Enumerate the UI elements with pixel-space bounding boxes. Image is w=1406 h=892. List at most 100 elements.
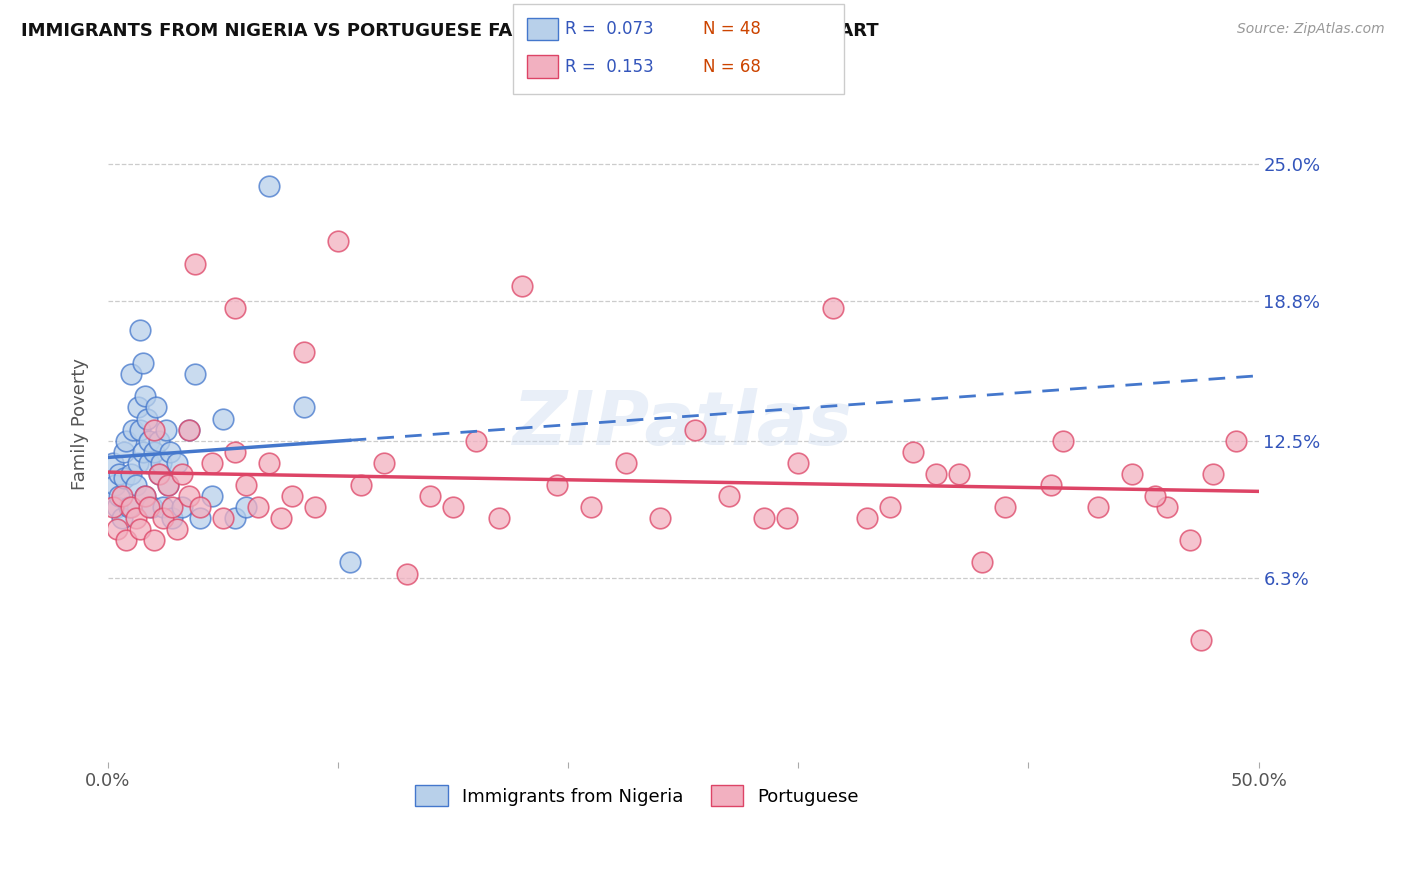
Text: N = 68: N = 68 [703, 58, 761, 76]
Point [120, 500, 142, 515]
Text: ZIPatlas: ZIPatlas [513, 387, 853, 460]
Point [224, 444, 246, 458]
Point [159, 444, 181, 458]
Point [292, 401, 315, 415]
Point [235, 478, 257, 492]
Point [122, 423, 145, 437]
Point [108, 467, 131, 481]
Point [155, 423, 177, 437]
Point [614, 456, 637, 470]
Point [131, 444, 153, 458]
Point [136, 411, 159, 425]
Point [120, 368, 142, 382]
Point [184, 256, 207, 270]
Point [129, 522, 152, 536]
Point [879, 500, 901, 515]
Point [787, 456, 810, 470]
Point [776, 511, 799, 525]
Point [1178, 533, 1201, 548]
Point [131, 356, 153, 370]
Point [184, 368, 207, 382]
Point [994, 500, 1017, 515]
Point [105, 522, 128, 536]
Text: R =  0.073: R = 0.073 [565, 21, 654, 38]
Point [138, 500, 160, 515]
Point [304, 500, 326, 515]
Point [718, 489, 741, 503]
Point [235, 500, 257, 515]
Point [257, 456, 280, 470]
Point [166, 456, 188, 470]
Point [821, 301, 844, 315]
Point [1201, 467, 1223, 481]
Point [441, 500, 464, 515]
Point [339, 556, 361, 570]
Point [650, 511, 672, 525]
Point [162, 500, 184, 515]
Point [200, 489, 222, 503]
Point [257, 179, 280, 194]
Point [903, 444, 925, 458]
Point [143, 423, 166, 437]
Point [105, 500, 128, 515]
Point [188, 500, 211, 515]
Point [148, 467, 170, 481]
Point [419, 489, 441, 503]
Point [683, 423, 706, 437]
Point [124, 478, 146, 492]
Point [101, 500, 124, 515]
Point [752, 511, 775, 525]
Point [177, 423, 200, 437]
Point [465, 434, 488, 448]
Point [396, 566, 419, 581]
Point [166, 522, 188, 536]
Point [373, 456, 395, 470]
Point [1121, 467, 1143, 481]
Point [115, 434, 138, 448]
Point [120, 467, 142, 481]
Point [156, 478, 179, 492]
Point [138, 456, 160, 470]
Point [124, 511, 146, 525]
Point [112, 471, 135, 485]
Point [224, 301, 246, 315]
Point [856, 511, 879, 525]
Point [224, 511, 246, 525]
Point [246, 500, 269, 515]
Y-axis label: Family Poverty: Family Poverty [72, 358, 89, 490]
Point [200, 456, 222, 470]
Point [281, 489, 304, 503]
Point [141, 500, 163, 515]
Point [1040, 478, 1063, 492]
Point [326, 235, 349, 249]
Text: IMMIGRANTS FROM NIGERIA VS PORTUGUESE FAMILY POVERTY CORRELATION CHART: IMMIGRANTS FROM NIGERIA VS PORTUGUESE FA… [21, 22, 879, 40]
Point [143, 533, 166, 548]
Point [177, 489, 200, 503]
Point [111, 489, 134, 503]
Point [152, 500, 174, 515]
Point [177, 423, 200, 437]
Point [925, 467, 948, 481]
Point [350, 478, 373, 492]
Point [170, 500, 193, 515]
Point [1156, 500, 1178, 515]
Point [188, 511, 211, 525]
Point [162, 511, 184, 525]
Point [127, 401, 149, 415]
Point [488, 511, 510, 525]
Point [1225, 434, 1247, 448]
Point [134, 389, 156, 403]
Point [1052, 434, 1074, 448]
Point [134, 489, 156, 503]
Point [111, 511, 134, 525]
Point [546, 478, 568, 492]
Point [129, 423, 152, 437]
Point [292, 345, 315, 359]
Point [212, 411, 235, 425]
Point [510, 278, 533, 293]
Point [127, 456, 149, 470]
Point [156, 478, 179, 492]
Point [143, 444, 166, 458]
Point [148, 434, 170, 448]
Legend: Immigrants from Nigeria, Portuguese: Immigrants from Nigeria, Portuguese [408, 778, 866, 814]
